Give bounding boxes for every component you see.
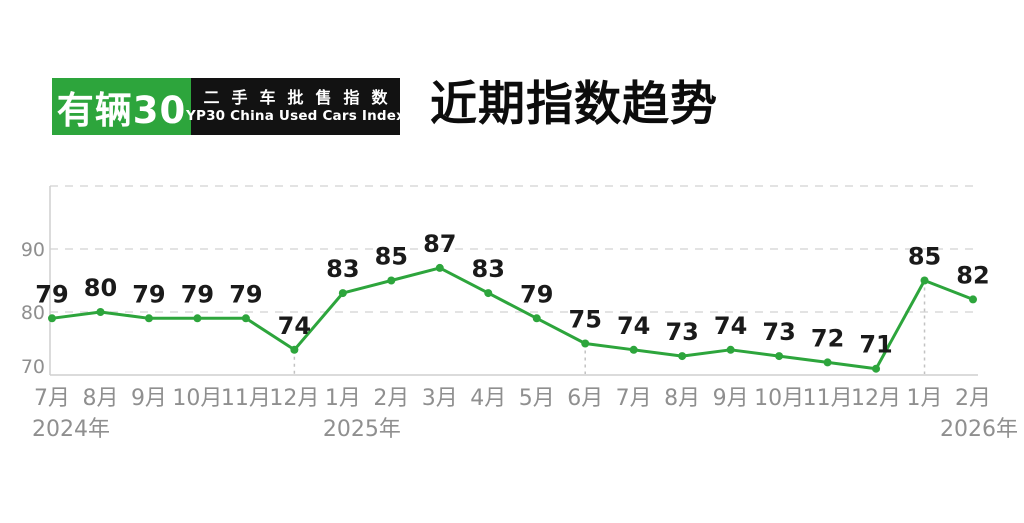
data-label-14: 74 [714, 312, 747, 340]
data-label-7: 85 [375, 243, 408, 271]
x-tick-label-11: 6月 [567, 386, 603, 411]
data-point-9 [484, 289, 493, 298]
data-point-1 [96, 308, 105, 316]
data-label-2: 79 [132, 280, 165, 308]
y-tick-label-80: 80 [21, 302, 45, 324]
brand-name: 有辆30 [52, 78, 191, 135]
data-label-17: 71 [859, 331, 892, 359]
x-tick-label-1: 8月 [82, 386, 118, 411]
brand-logo: 有辆30 二手车批售指数 YP30 China Used Cars Index [52, 78, 405, 135]
y-tick-label-90: 90 [21, 239, 45, 261]
x-tick-label-0: 7月 [34, 386, 70, 411]
x-tick-label-16: 11月 [803, 386, 853, 411]
index-trend-line [50, 266, 975, 371]
x-tick-label-3: 10月 [172, 386, 222, 411]
x-tick-label-15: 10月 [754, 386, 804, 411]
data-point-4 [241, 314, 250, 323]
x-tick-label-19: 2月 [955, 386, 991, 411]
data-label-5: 74 [278, 312, 311, 340]
year-label-2024年: 2024年 [32, 417, 110, 442]
data-point-0 [48, 314, 56, 323]
x-tick-label-17: 12月 [851, 386, 901, 411]
x-tick-label-6: 1月 [325, 386, 361, 411]
brand-index-name-cn: 二手车批售指数 [203, 88, 400, 107]
data-label-13: 73 [665, 318, 698, 346]
x-tick-label-18: 1月 [907, 386, 943, 411]
data-point-6 [338, 289, 347, 298]
y-tick-label-70: 70 [21, 356, 45, 378]
data-point-3 [193, 314, 202, 323]
data-label-15: 73 [762, 318, 795, 346]
x-tick-label-7: 2月 [373, 386, 409, 411]
data-point-17 [872, 364, 881, 373]
x-tick-label-4: 11月 [221, 386, 271, 411]
data-point-13 [678, 352, 687, 361]
data-label-9: 83 [472, 255, 505, 283]
x-tick-label-10: 5月 [519, 386, 555, 411]
data-point-11 [581, 339, 590, 348]
data-point-18 [920, 276, 929, 285]
x-tick-label-9: 4月 [470, 386, 506, 411]
data-label-3: 79 [181, 280, 214, 308]
data-label-10: 79 [520, 280, 553, 308]
data-point-15 [775, 352, 784, 361]
data-point-16 [823, 358, 832, 367]
x-tick-label-12: 7月 [616, 386, 652, 411]
data-point-19 [969, 295, 977, 304]
x-tick-label-5: 12月 [269, 386, 319, 411]
data-point-14 [726, 345, 735, 354]
data-point-10 [532, 314, 541, 323]
data-point-5 [290, 345, 299, 354]
data-label-0: 79 [35, 280, 68, 308]
x-tick-label-14: 9月 [713, 386, 749, 411]
data-label-18: 85 [908, 243, 941, 271]
x-tick-label-13: 8月 [664, 386, 700, 411]
year-label-2025年: 2025年 [323, 417, 401, 442]
data-label-11: 75 [569, 306, 602, 334]
x-tick-label-2: 9月 [131, 386, 167, 411]
trend-line-chart: 90 80 70 79 80 79 79 79 74 83 85 87 83 79 75 74 73 74 73 72… [0, 170, 1024, 523]
data-point-12 [629, 345, 638, 354]
data-label-19: 82 [956, 261, 989, 289]
data-point-2 [144, 314, 153, 323]
data-label-16: 72 [811, 324, 844, 352]
data-label-1: 80 [84, 274, 117, 302]
page-title: 近期指数趋势 [430, 77, 718, 132]
data-label-6: 83 [326, 255, 359, 283]
brand-index-name-en: YP30 China Used Cars Index [186, 108, 406, 124]
data-label-4: 79 [229, 280, 262, 308]
data-label-12: 74 [617, 312, 650, 340]
x-tick-label-8: 3月 [422, 386, 458, 411]
year-label-2026年: 2026年 [940, 417, 1018, 442]
brand-index-name: 二手车批售指数 YP30 China Used Cars Index [186, 78, 405, 135]
data-point-7 [387, 276, 396, 285]
data-label-8: 87 [423, 230, 456, 258]
data-point-8 [435, 263, 444, 272]
